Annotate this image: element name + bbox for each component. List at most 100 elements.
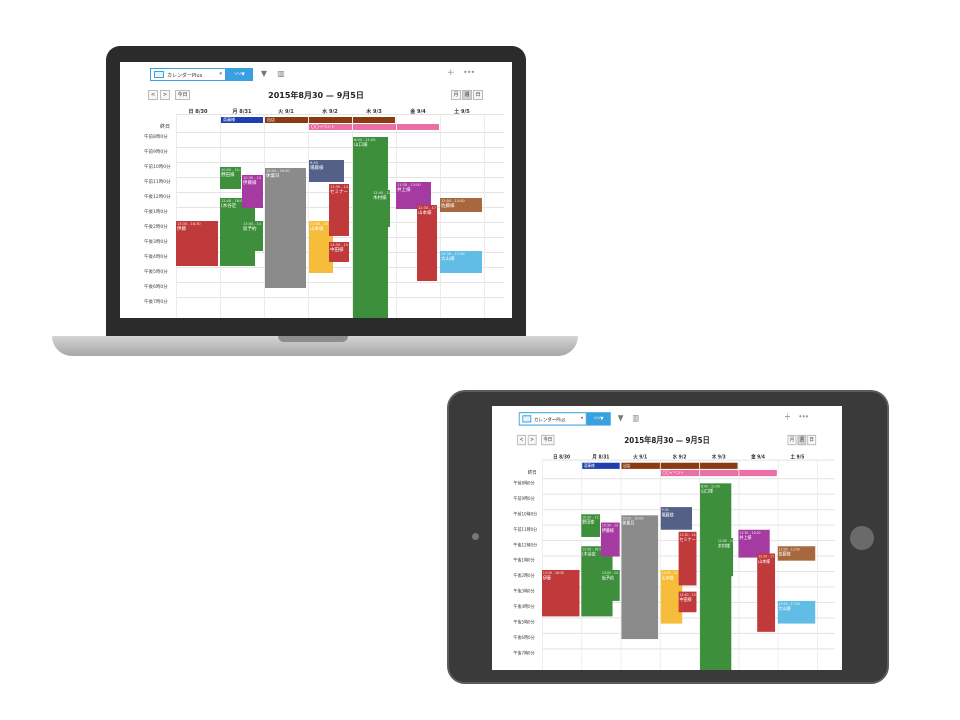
chevron-down-icon: ▾ xyxy=(580,415,584,422)
event-time: 10:00 - 11:30 xyxy=(221,168,241,172)
event-title: 木村様 xyxy=(373,196,387,201)
event-time: 12:30 - 17 xyxy=(758,554,775,559)
day-header[interactable]: 火 9/1 xyxy=(633,454,648,461)
filter-icon[interactable]: ▼ xyxy=(617,413,624,423)
time-label: 午後2時0分 xyxy=(144,225,168,230)
calendar-event[interactable]: 11:30 - 13:00 井上様 xyxy=(738,529,770,558)
calendar-event[interactable]: 10:00 - 20:00 休業日 xyxy=(265,168,306,288)
event-title: 木村様 xyxy=(717,544,730,550)
day-header[interactable]: 日 8/30 xyxy=(188,109,208,115)
calendar-event[interactable]: 12:00 - 13:00 佐藤様 xyxy=(777,546,816,561)
next-button[interactable]: > xyxy=(160,90,170,100)
event-title: 山本様 xyxy=(418,211,432,216)
more-icon[interactable]: ••• xyxy=(798,412,809,422)
event-time: 10:00 - 20:00 xyxy=(622,516,644,521)
view-day-button[interactable]: 日 xyxy=(473,90,483,100)
event-time: 8:00 - 21:00 xyxy=(700,484,721,489)
view-month-button[interactable]: 月 xyxy=(787,434,797,446)
calendar-event[interactable]: 14:30 - 15 中田様 xyxy=(678,591,697,613)
calendar-event[interactable]: 12:00 - 14 木村様 xyxy=(372,190,390,227)
plus-icon[interactable]: + xyxy=(783,412,791,423)
plus-icon[interactable]: + xyxy=(447,68,455,78)
calendar-event[interactable]: 9:30 場藤様 xyxy=(660,507,693,530)
view-day-button[interactable]: 日 xyxy=(807,434,817,446)
calendar-event[interactable]: 12:30 - 17 山本様 xyxy=(757,553,776,632)
prev-button[interactable]: < xyxy=(517,434,526,446)
day-header[interactable]: 金 9/4 xyxy=(751,454,766,461)
day-header[interactable]: 水 9/2 xyxy=(672,454,687,461)
calendar-event[interactable]: 15:30 - 17:00 大山様 xyxy=(777,600,816,624)
calendar-selector[interactable]: カレンダーPlus ▾ xyxy=(518,412,587,426)
trend-button[interactable]: 〰▾ xyxy=(226,68,253,81)
calendar-event[interactable]: 13:00 - 16 山本様 xyxy=(660,569,683,624)
event-time: 12:00 - 16:00 xyxy=(221,199,245,203)
day-header[interactable]: 金 9/4 xyxy=(410,109,426,115)
calendar-event[interactable]: 13:00 - 14 仮予約 xyxy=(600,569,620,601)
hour-line xyxy=(542,617,835,619)
chevron-down-icon: ▾ xyxy=(219,71,222,77)
day-header[interactable]: 土 9/5 xyxy=(454,109,470,115)
calendar-selector[interactable]: カレンダーPlus ▾ xyxy=(150,68,226,81)
calendar-event[interactable]: 10:00 - 11:30野田様 xyxy=(220,167,241,189)
calendar-event[interactable]: 15:30 - 17:00 大山様 xyxy=(440,251,482,273)
filter-icon[interactable]: ▼ xyxy=(260,69,268,78)
day-header[interactable]: 土 9/5 xyxy=(790,454,805,461)
calendar-event[interactable]: 8:00 - 21:00 山口様 xyxy=(700,483,732,670)
time-label: 午後1時0分 xyxy=(513,558,535,564)
calendar-event[interactable]: 9:30 場藤様 xyxy=(309,160,344,182)
calendar-event[interactable]: 13:30 - 16:30 伊藤 xyxy=(542,569,580,617)
bar-chart-icon[interactable]: ▥ xyxy=(632,413,640,423)
calendar-event[interactable]: 13:00 - 14 仮予約 xyxy=(242,221,263,251)
today-button[interactable]: 今日 xyxy=(541,434,555,446)
allday-event[interactable]: 〇〇イベント xyxy=(309,124,439,130)
event-time: 13:30 - 16:30 xyxy=(542,571,565,576)
day-header[interactable]: 木 9/3 xyxy=(366,109,382,115)
calendar-event[interactable]: 10:30 - 13 伊藤様 xyxy=(600,522,620,557)
allday-event[interactable]: 出店 xyxy=(621,462,738,469)
event-time: 10:30 - 13 xyxy=(243,176,262,180)
event-title: 大山様 xyxy=(778,607,791,613)
time-label: 午後12時0分 xyxy=(144,195,171,200)
calendar-event[interactable]: 11:30 - 14 セミナー xyxy=(678,531,697,586)
calendar-event[interactable]: 11:30 - 14 セミナー xyxy=(329,184,349,236)
bar-chart-icon[interactable]: ▥ xyxy=(277,69,285,78)
allday-event[interactable]: 斎藤様 xyxy=(221,117,263,123)
allday-event[interactable]: 出店 xyxy=(265,117,395,123)
calendar-event[interactable]: 8:00 - 21:00 山口様 xyxy=(353,137,388,318)
allday-event[interactable]: 斎藤様 xyxy=(582,462,620,469)
next-button[interactable]: > xyxy=(527,434,537,446)
calendar-event[interactable]: 12:00 - 14 木村様 xyxy=(717,538,734,577)
day-header[interactable]: 水 9/2 xyxy=(322,109,338,115)
calendar-event[interactable]: 10:30 - 13 伊藤様 xyxy=(242,175,263,208)
more-icon[interactable]: ••• xyxy=(463,68,475,77)
calendar-event[interactable]: 13:30 - 16:30 伊藤 xyxy=(176,221,218,266)
event-time: 13:00 - 16 xyxy=(310,222,329,226)
view-week-button[interactable]: 週 xyxy=(797,434,807,446)
calendar-event[interactable]: 12:00 - 13:00 佐藤様 xyxy=(440,198,482,212)
day-header[interactable]: 月 8/31 xyxy=(592,454,610,461)
hour-line xyxy=(176,132,504,133)
calendar-event[interactable]: 11:30 - 13:00 井上様 xyxy=(396,182,431,209)
calendar-event[interactable]: 12:30 - 17 山本様 xyxy=(417,205,437,281)
allday-label: 終日 xyxy=(527,469,537,477)
day-divider xyxy=(440,114,441,318)
allday-label: 終日 xyxy=(160,124,171,130)
today-button[interactable]: 今日 xyxy=(175,90,190,100)
day-header[interactable]: 月 8/31 xyxy=(232,109,252,115)
day-header[interactable]: 火 9/1 xyxy=(278,109,294,115)
calendar-event[interactable]: 10:00 - 11:30野田様 xyxy=(581,514,601,537)
calendar-event[interactable]: 14:30 - 15 中田様 xyxy=(329,242,349,262)
event-title: 仮予約 xyxy=(601,576,614,582)
view-week-button[interactable]: 週 xyxy=(462,90,472,100)
hour-line xyxy=(542,648,835,650)
event-time: 11:30 - 13:00 xyxy=(739,530,761,535)
day-header[interactable]: 木 9/3 xyxy=(711,454,726,461)
event-title: 佐藤様 xyxy=(778,552,791,558)
view-month-button[interactable]: 月 xyxy=(451,90,461,100)
event-time: 12:00 - 14 xyxy=(373,191,390,195)
allday-event[interactable]: 〇〇イベント xyxy=(660,469,777,477)
calendar-event[interactable]: 10:00 - 20:00 休業日 xyxy=(621,515,659,640)
day-header[interactable]: 日 8/30 xyxy=(553,454,571,461)
prev-button[interactable]: < xyxy=(148,90,158,100)
trend-button[interactable]: 〰▾ xyxy=(586,412,611,426)
